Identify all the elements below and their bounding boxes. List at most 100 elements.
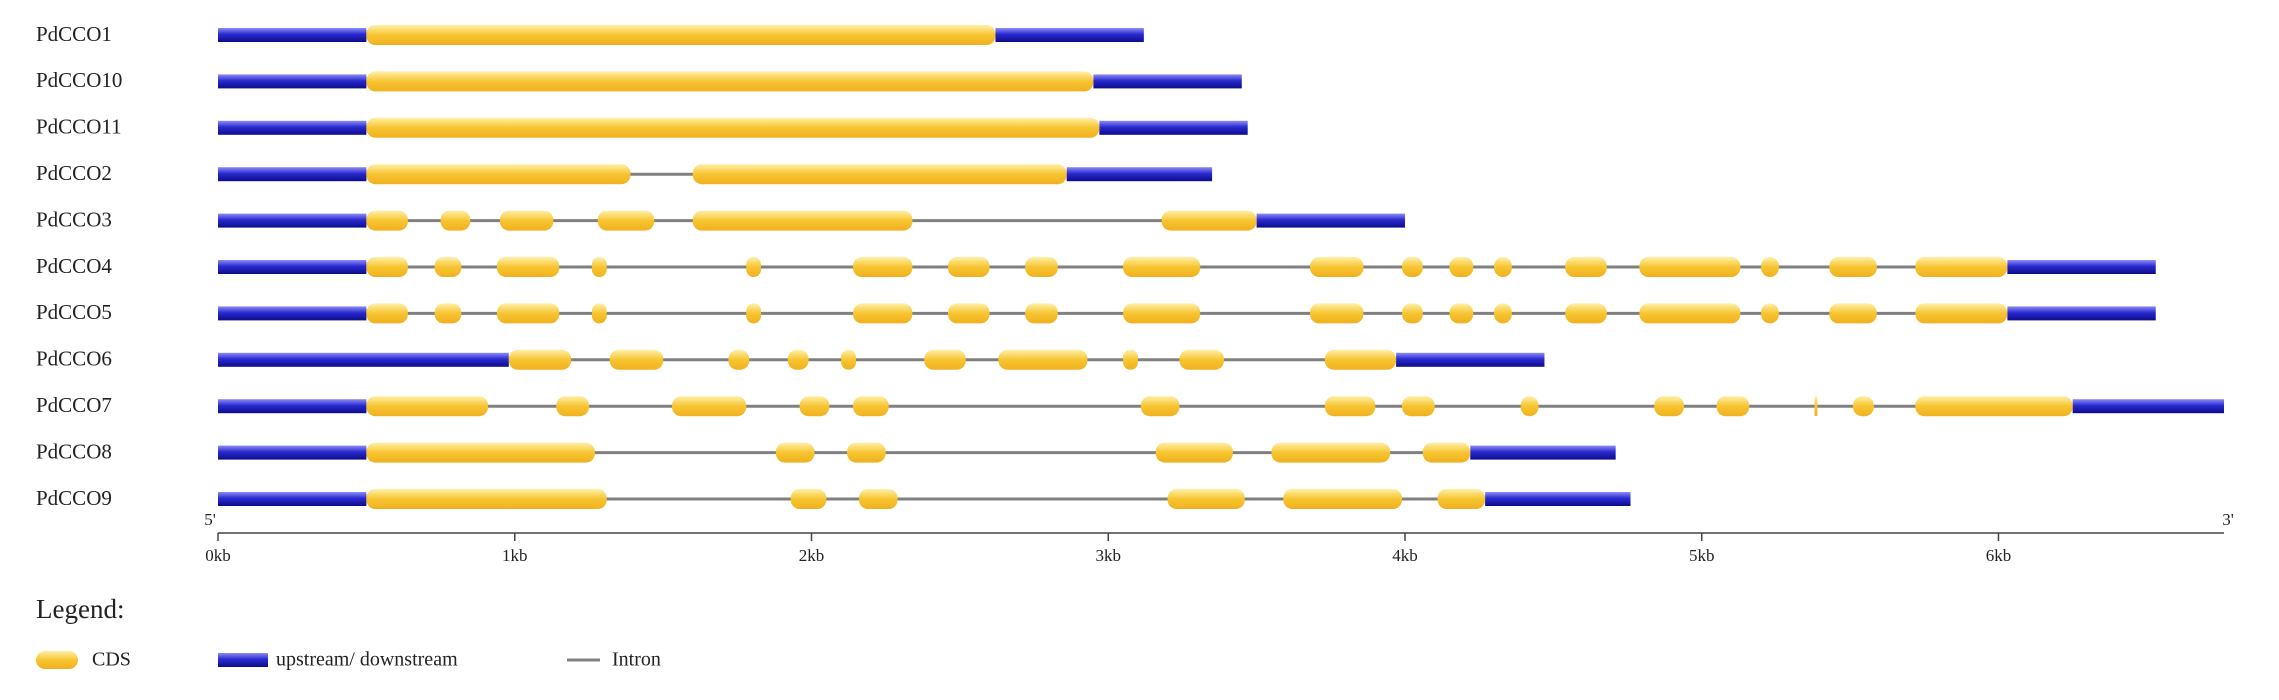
cds xyxy=(366,117,1100,138)
cds xyxy=(728,349,750,370)
cds xyxy=(508,349,572,370)
cds xyxy=(1324,349,1397,370)
upstream xyxy=(218,213,367,228)
gene-name: PdCCO9 xyxy=(36,486,112,510)
cds xyxy=(366,303,408,324)
upstream xyxy=(218,306,367,321)
cds xyxy=(496,257,560,277)
cds xyxy=(1025,303,1058,324)
x-tick-label: 3kb xyxy=(1095,546,1121,565)
cds xyxy=(1520,396,1539,417)
downstream xyxy=(1099,120,1248,135)
cds xyxy=(366,257,408,277)
cds xyxy=(366,396,489,417)
x-tick-label: 5kb xyxy=(1689,546,1715,565)
cds xyxy=(556,396,589,417)
upstream xyxy=(218,28,367,42)
cds xyxy=(609,349,664,370)
gene-name: PdCCO8 xyxy=(36,439,112,463)
cds xyxy=(591,257,607,277)
axis-start-label: 5' xyxy=(204,510,216,529)
cds xyxy=(1915,396,2073,417)
gene-name: PdCCO2 xyxy=(36,161,112,185)
x-tick-label: 6kb xyxy=(1986,546,2012,565)
downstream xyxy=(1256,213,1405,228)
downstream xyxy=(1396,352,1545,367)
gene-name: PdCCO5 xyxy=(36,300,112,324)
cds xyxy=(1179,349,1224,370)
cds xyxy=(1324,396,1376,417)
x-tick-label: 2kb xyxy=(799,546,825,565)
downstream xyxy=(2007,260,2156,274)
cds xyxy=(1761,257,1779,277)
gene-name: PdCCO1 xyxy=(36,22,112,46)
cds xyxy=(692,164,1067,185)
downstream xyxy=(1066,167,1213,182)
cds xyxy=(1829,303,1877,324)
cds xyxy=(1025,257,1058,277)
cds xyxy=(1565,257,1607,277)
upstream xyxy=(218,167,367,182)
cds xyxy=(1449,257,1474,277)
cds xyxy=(366,442,595,463)
cds xyxy=(746,257,762,277)
cds xyxy=(1161,210,1257,231)
cds xyxy=(440,210,471,231)
upstream xyxy=(218,492,367,506)
upstream xyxy=(218,352,509,367)
cds xyxy=(1716,396,1750,417)
cds xyxy=(1310,257,1364,277)
cds xyxy=(947,303,990,324)
cds xyxy=(1402,396,1435,417)
cds xyxy=(1449,303,1474,324)
upstream xyxy=(218,74,367,89)
cds xyxy=(692,210,913,231)
legend-title: Legend: xyxy=(36,594,124,624)
downstream xyxy=(2007,306,2156,321)
cds xyxy=(597,210,655,231)
legend-utr: upstream/ downstream xyxy=(276,649,458,671)
upstream xyxy=(218,120,367,135)
downstream xyxy=(995,28,1144,42)
cds xyxy=(366,210,408,231)
cds xyxy=(1761,303,1779,324)
legend-cds: CDS xyxy=(92,649,131,671)
cds xyxy=(1310,303,1364,324)
cds xyxy=(1437,489,1486,509)
cds xyxy=(1283,489,1403,509)
cds xyxy=(1639,257,1741,277)
cds xyxy=(672,396,747,417)
cds xyxy=(1639,303,1741,324)
cds xyxy=(434,303,462,324)
cds xyxy=(1814,396,1818,417)
cds xyxy=(1271,442,1391,463)
cds xyxy=(1422,442,1471,463)
cds xyxy=(499,210,554,231)
cds xyxy=(366,164,631,185)
cds xyxy=(591,303,607,324)
upstream xyxy=(218,399,367,414)
cds xyxy=(775,442,815,463)
cds xyxy=(799,396,830,417)
cds xyxy=(1167,489,1245,509)
cds xyxy=(790,489,827,509)
cds xyxy=(1494,257,1512,277)
cds xyxy=(853,303,913,324)
cds xyxy=(1915,257,2008,277)
cds xyxy=(1565,303,1607,324)
cds xyxy=(434,257,462,277)
cds xyxy=(1155,442,1233,463)
cds xyxy=(1123,349,1138,370)
legend-intron: Intron xyxy=(612,649,661,671)
cds xyxy=(853,257,913,277)
cds xyxy=(841,349,857,370)
x-tick-label: 1kb xyxy=(502,546,528,565)
upstream xyxy=(218,445,367,460)
cds xyxy=(1123,303,1201,324)
cds xyxy=(366,71,1094,92)
cds xyxy=(1140,396,1180,417)
cds xyxy=(853,396,889,417)
cds xyxy=(1123,257,1201,277)
gene-name: PdCCO4 xyxy=(36,254,112,278)
gene-name: PdCCO7 xyxy=(36,393,112,417)
